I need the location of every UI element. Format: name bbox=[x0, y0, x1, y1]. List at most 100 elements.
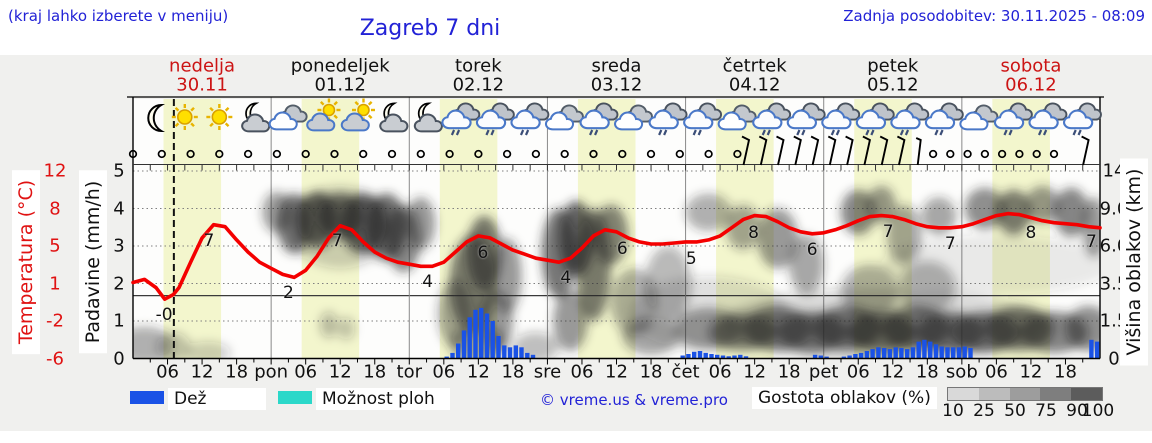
precip-axis-tick: 1 bbox=[113, 310, 125, 332]
temp-value-label: 4 bbox=[560, 268, 572, 289]
rain-icon bbox=[683, 102, 723, 136]
cloud-density-scale bbox=[947, 387, 1103, 401]
temperature-axis-title: Temperatura (°C) bbox=[12, 169, 40, 355]
x-axis-tick-label: 18 bbox=[1054, 361, 1077, 383]
x-axis-tick-label: 18 bbox=[501, 361, 525, 383]
precip-axis-tick: 2 bbox=[113, 273, 125, 294]
weather-icons-row bbox=[147, 98, 1102, 136]
showers-legend-label: Možnost ploh bbox=[316, 388, 450, 410]
rain-legend-swatch bbox=[130, 391, 164, 404]
density-scale-segment bbox=[978, 388, 1010, 400]
day-name-label: četrtek bbox=[722, 55, 787, 77]
cloud-icon bbox=[544, 104, 584, 131]
cloud-icon bbox=[959, 104, 999, 131]
rain-icon bbox=[924, 102, 964, 136]
day-date-label: 04.12 bbox=[728, 74, 781, 96]
x-axis-tick-label: sob bbox=[945, 361, 978, 383]
x-axis-tick-label: 12 bbox=[881, 361, 905, 383]
wind-symbols-row bbox=[128, 135, 1090, 166]
temp-value-label: 4 bbox=[422, 272, 434, 293]
rain-icon bbox=[993, 102, 1033, 136]
day-name-label: ponedeljek bbox=[290, 55, 390, 77]
moon-cloud-icon bbox=[379, 102, 409, 133]
day-date-label: 05.12 bbox=[867, 74, 919, 96]
x-axis-tick-label: 18 bbox=[639, 361, 663, 383]
density-scale-label: 10 bbox=[942, 401, 964, 421]
last-update-timestamp: Zadnja posodobitev: 30.11.2025 - 08:09 bbox=[843, 7, 1145, 25]
cloud-icon bbox=[717, 104, 757, 131]
day-name-label: sreda bbox=[591, 55, 642, 77]
rain-icon bbox=[648, 102, 688, 136]
density-scale-label: 25 bbox=[973, 401, 995, 421]
temp-value-label: 8 bbox=[1025, 222, 1037, 243]
cloud-icon bbox=[614, 104, 653, 131]
temperature-curve bbox=[131, 211, 1102, 301]
x-axis-tick-label: čet bbox=[671, 361, 700, 383]
x-axis-tick-label: 06 bbox=[570, 361, 594, 383]
density-scale-label: 50 bbox=[1004, 401, 1026, 421]
sun-icon bbox=[171, 104, 198, 130]
showers-legend-swatch bbox=[278, 391, 312, 404]
rain-legend-label: Dež bbox=[168, 388, 266, 410]
x-axis-tick-label: 12 bbox=[328, 361, 352, 383]
x-axis-tick-label: 12 bbox=[743, 361, 767, 383]
temp-axis-tick: -6 bbox=[46, 348, 64, 369]
temp-value-label: 6 bbox=[806, 239, 818, 260]
precip-axis-tick: 0 bbox=[113, 348, 125, 369]
density-scale-segment bbox=[1040, 388, 1072, 400]
temp-value-label: 7 bbox=[331, 230, 343, 251]
rain-icon bbox=[752, 102, 792, 136]
day-date-label: 30.11 bbox=[176, 74, 228, 96]
temp-axis-tick: 8 bbox=[49, 198, 61, 219]
day-name-label: petek bbox=[867, 55, 919, 77]
x-axis-tick-label: 12 bbox=[190, 361, 214, 383]
temp-value-label: 6 bbox=[616, 238, 628, 259]
x-axis-tick-label: 18 bbox=[915, 361, 939, 383]
temp-value-label: 2 bbox=[282, 283, 294, 304]
sun-icon bbox=[206, 104, 233, 130]
precip-axis-tick: 4 bbox=[113, 198, 125, 219]
temp-axis-tick: 12 bbox=[43, 160, 67, 182]
rain-icon bbox=[1062, 102, 1102, 136]
x-axis-tick-label: tor bbox=[396, 361, 423, 383]
precip-axis-tick: 5 bbox=[113, 160, 125, 182]
density-scale-segment bbox=[1071, 388, 1102, 400]
sun-cloud-icon bbox=[306, 98, 341, 132]
density-scale-segment bbox=[1009, 388, 1041, 400]
x-axis-tick-label: 06 bbox=[708, 361, 732, 383]
x-axis-tick-label: 18 bbox=[363, 361, 387, 383]
rain-icon bbox=[855, 102, 895, 136]
cloud-icon bbox=[268, 104, 308, 131]
rain-icon bbox=[510, 102, 550, 136]
temp-value-label: 5 bbox=[685, 248, 697, 269]
cloud-axis-tick: 0 bbox=[1108, 348, 1120, 369]
temp-value-label: -0 bbox=[155, 305, 173, 326]
rain-icon bbox=[821, 102, 861, 136]
cloud-density-legend-label: Gostota oblakov (%) bbox=[752, 387, 937, 409]
moon-cloud-icon bbox=[413, 102, 443, 133]
x-axis-tick-label: 12 bbox=[1019, 361, 1043, 383]
day-date-label: 06.12 bbox=[1005, 74, 1057, 96]
copyright-link[interactable]: © vreme.us & vreme.pro bbox=[540, 391, 728, 409]
density-scale-label: 75 bbox=[1035, 401, 1057, 421]
temp-value-label: 7 bbox=[882, 222, 894, 243]
x-axis-tick-label: 18 bbox=[225, 361, 249, 383]
precip-axis-tick: 3 bbox=[113, 235, 125, 257]
x-axis-tick-label: 06 bbox=[432, 361, 456, 383]
rain-icon bbox=[890, 102, 930, 136]
temp-value-label: 7 bbox=[1085, 231, 1097, 252]
day-date-label: 01.12 bbox=[314, 74, 366, 96]
x-axis-tick-label: pon bbox=[254, 361, 289, 383]
density-scale-segment bbox=[948, 388, 979, 400]
precipitation-axis-title: Padavine (mm/h) bbox=[79, 170, 107, 354]
x-axis-tick-label: 06 bbox=[294, 361, 318, 383]
sun-cloud-icon bbox=[340, 98, 375, 132]
rain-icon bbox=[475, 102, 515, 136]
density-scale-label: 100 bbox=[1081, 401, 1115, 421]
day-name-label: torek bbox=[455, 55, 502, 77]
cloud-height-axis-title: Višina oblakov (km) bbox=[1120, 158, 1148, 366]
rain-icon bbox=[441, 102, 481, 136]
day-name-label: nedelja bbox=[169, 55, 236, 77]
x-axis-tick-label: pet bbox=[808, 361, 839, 383]
